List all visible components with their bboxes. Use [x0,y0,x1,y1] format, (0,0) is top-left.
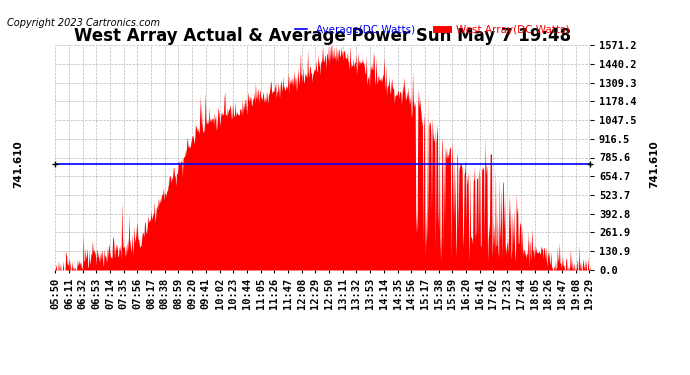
Text: Copyright 2023 Cartronics.com: Copyright 2023 Cartronics.com [7,18,160,28]
Text: 741.610: 741.610 [649,140,659,188]
Text: 741.610: 741.610 [13,140,23,188]
Title: West Array Actual & Average Power Sun May 7 19:48: West Array Actual & Average Power Sun Ma… [74,27,571,45]
Legend: Average(DC Watts), West Array(DC Watts): Average(DC Watts), West Array(DC Watts) [290,21,574,39]
